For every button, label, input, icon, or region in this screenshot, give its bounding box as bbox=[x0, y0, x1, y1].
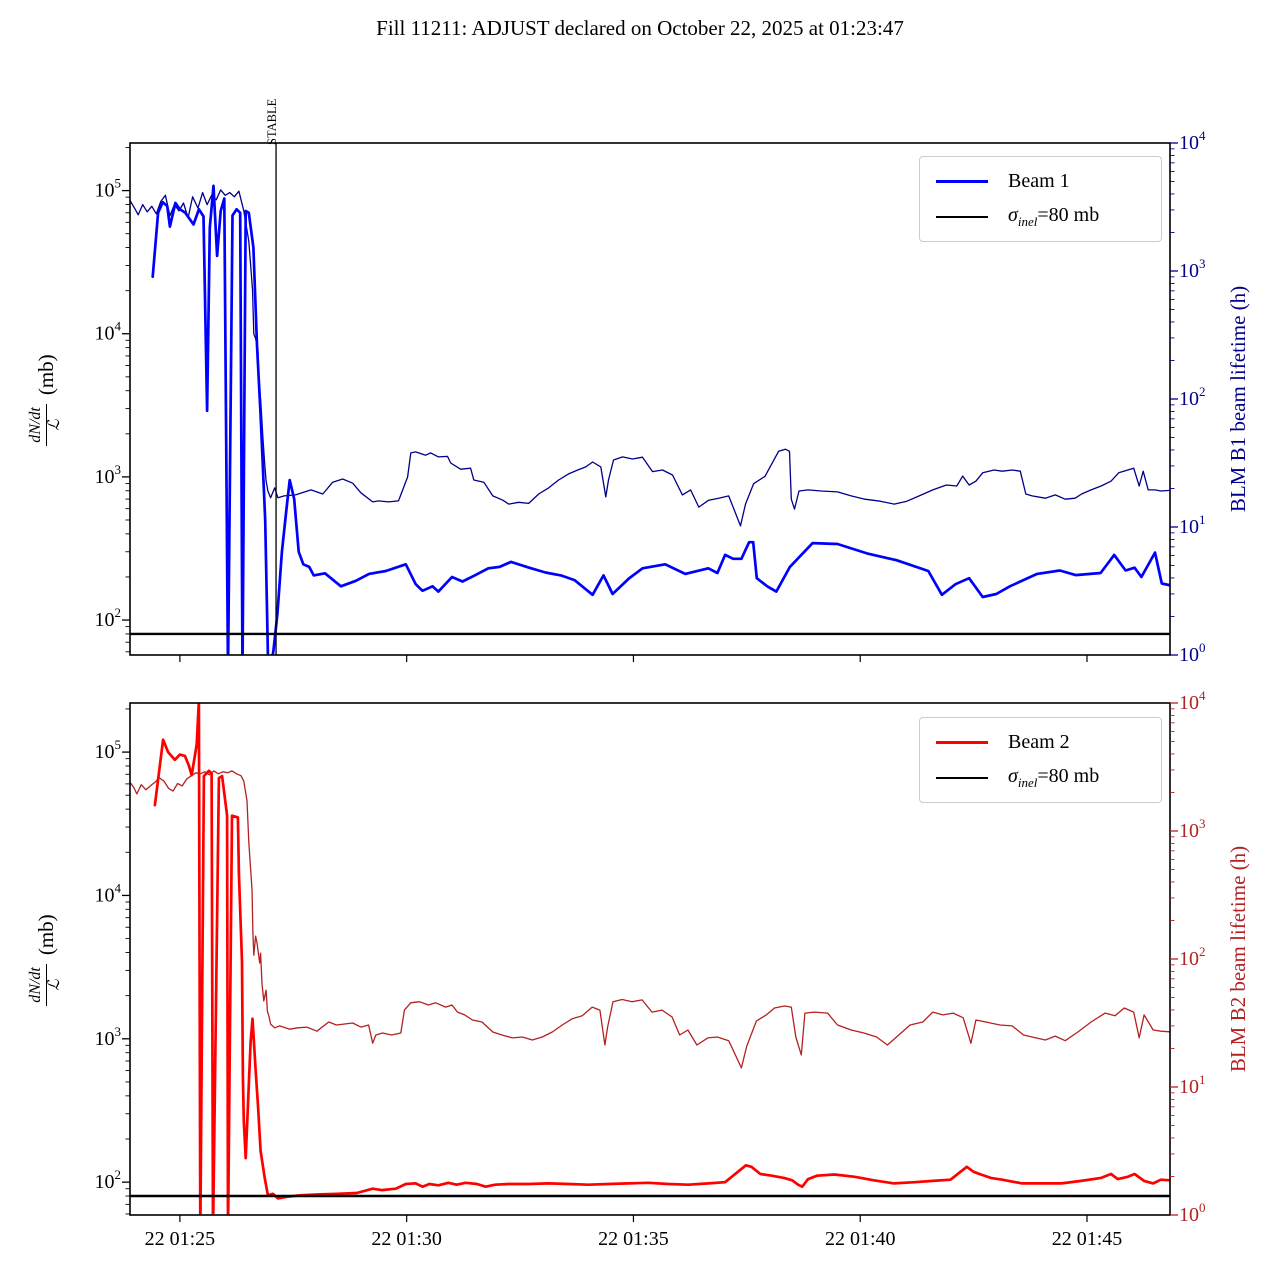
y-tick-label: 103 bbox=[95, 1024, 122, 1050]
top-left-axis-label: dN/dt ℒ (mb) bbox=[20, 320, 72, 480]
x-tick-label: 22 01:25 bbox=[145, 1228, 216, 1250]
bottom-left-axis-label: dN/dt ℒ (mb) bbox=[20, 880, 72, 1040]
y-tick-label: 102 bbox=[95, 605, 122, 631]
legend-entry-sigma-top: σinel=80 mb bbox=[936, 200, 1161, 234]
bottom-right-axis-label: BLM B2 beam lifetime (h) bbox=[1225, 845, 1250, 1073]
x-tick-label: 22 01:40 bbox=[825, 1228, 896, 1250]
legend-entry-beam1: Beam 1 bbox=[936, 164, 1161, 198]
legend-line-sigma-top bbox=[936, 216, 988, 218]
blm-b1-lifetime-line bbox=[130, 189, 1170, 527]
bottom-left-axis-fraction: dN/dt ℒ bbox=[27, 964, 64, 1006]
sigma-label-bottom: σinel=80 mb bbox=[1008, 765, 1100, 790]
y-tick-label: 103 bbox=[1179, 816, 1206, 842]
top-right-axis-label: BLM B1 beam lifetime (h) bbox=[1225, 285, 1250, 513]
y-tick-label: 105 bbox=[95, 737, 122, 763]
y-tick-label: 100 bbox=[1179, 640, 1206, 666]
y-tick-label: 102 bbox=[1179, 384, 1206, 410]
y-tick-label: 103 bbox=[1179, 256, 1206, 282]
y-tick-label: 105 bbox=[95, 176, 122, 202]
x-tick-label: 22 01:30 bbox=[371, 1228, 442, 1250]
legend-top: Beam 1 σinel=80 mb bbox=[919, 156, 1162, 242]
x-tick-label: 22 01:45 bbox=[1052, 1228, 1123, 1250]
legend-line-beam1 bbox=[936, 179, 988, 183]
y-tick-label: 104 bbox=[1179, 128, 1206, 154]
top-left-axis-fraction: dN/dt ℒ bbox=[27, 404, 64, 446]
y-tick-label: 101 bbox=[1179, 1072, 1206, 1098]
legend-bottom: Beam 2 σinel=80 mb bbox=[919, 717, 1162, 803]
stable-annotation-label: STABLE bbox=[264, 98, 279, 145]
y-tick-label: 101 bbox=[1179, 512, 1206, 538]
y-tick-label: 104 bbox=[95, 880, 122, 906]
series-group-1 bbox=[130, 703, 1170, 1215]
legend-line-beam2 bbox=[936, 740, 988, 744]
y-tick-label: 103 bbox=[95, 462, 122, 488]
blm-b2-lifetime-line bbox=[130, 770, 1170, 1069]
legend-line-sigma-bottom bbox=[936, 777, 988, 779]
y-tick-label: 104 bbox=[1179, 688, 1206, 714]
legend-entry-sigma-bottom: σinel=80 mb bbox=[936, 761, 1161, 795]
sigma-label-top: σinel=80 mb bbox=[1008, 204, 1100, 229]
y-tick-label: 100 bbox=[1179, 1200, 1206, 1226]
y-tick-label: 102 bbox=[1179, 944, 1206, 970]
x-tick-label: 22 01:35 bbox=[598, 1228, 669, 1250]
legend-entry-beam2: Beam 2 bbox=[936, 725, 1161, 759]
series-group-0 bbox=[130, 184, 1170, 655]
y-tick-label: 104 bbox=[95, 319, 122, 345]
figure-title: Fill 11211: ADJUST declared on October 2… bbox=[376, 16, 904, 40]
top-plot-area: 102 103 104 105 100 101 102 103 104 bbox=[95, 128, 1207, 666]
y-tick-label: 102 bbox=[95, 1167, 122, 1193]
beam-1-line bbox=[151, 184, 1170, 655]
beam-2-line bbox=[153, 703, 1170, 1215]
